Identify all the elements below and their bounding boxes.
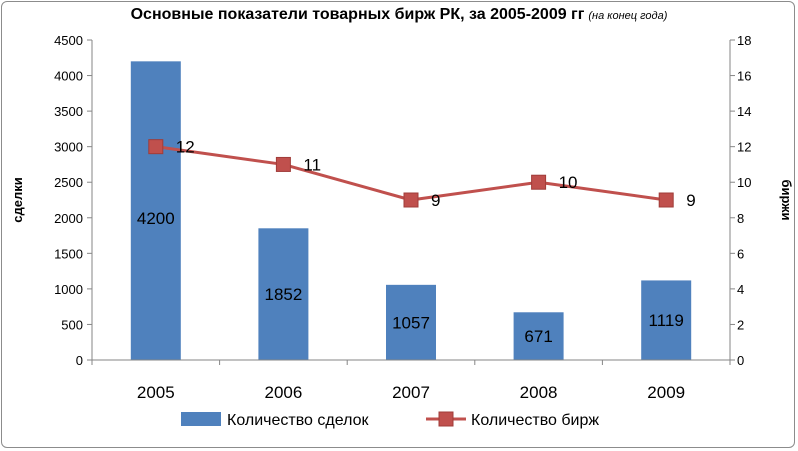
bar-data-label: 1852 [264,285,302,304]
left-tick-label: 1500 [54,246,83,261]
x-tick-label: 2007 [392,383,430,402]
legend-label-bars: Количество сделок [227,412,369,429]
y-right-axis-title: биржи [779,180,794,221]
right-tick-label: 16 [737,69,751,84]
line-marker-2007 [403,192,419,208]
left-tick-label: 4500 [54,33,83,48]
legend-label-line: Количество бирж [471,412,599,429]
line-data-label: 9 [686,191,695,210]
x-tick-label: 2008 [520,383,558,402]
left-tick-label: 4000 [54,69,83,84]
left-tick-label: 1000 [54,282,83,297]
right-tick-label: 4 [737,282,744,297]
bar-data-label: 671 [524,327,552,346]
line-marker-2005 [148,139,164,155]
x-tick-label: 2006 [264,383,302,402]
line-data-label: 11 [303,155,321,174]
left-tick-label: 2000 [54,211,83,226]
line-marker-2006 [275,156,291,172]
left-tick-label: 0 [76,353,83,368]
right-tick-label: 6 [737,246,744,261]
bar-data-label: 1119 [649,311,684,330]
line-data-label: 12 [176,138,195,157]
bar-2008 [513,312,564,360]
bar-2007 [386,284,436,360]
bar-data-label: 4200 [137,209,175,228]
line-data-label: 10 [559,173,578,192]
x-tick-label: 2005 [137,383,175,402]
left-tick-label: 3000 [54,140,83,155]
line-marker-2009 [658,192,674,208]
right-tick-label: 8 [737,211,744,226]
left-tick-label: 2500 [54,175,83,190]
right-tick-label: 10 [737,175,751,190]
line-marker-2008 [531,174,547,190]
right-tick-label: 2 [737,317,744,332]
chart-subtitle: (на конец года) [588,10,668,22]
bar-2006 [258,228,309,360]
y-left-axis-title: сделки [10,177,25,222]
line-data-label: 9 [431,191,440,210]
right-tick-label: 18 [737,33,751,48]
bar-2005 [130,61,181,360]
bar-data-label: 1057 [392,313,430,332]
x-tick-label: 2009 [647,383,685,402]
left-tick-label: 500 [61,317,83,332]
bar-2009 [641,280,692,360]
right-tick-label: 12 [737,140,751,155]
legend-marker-swatch [438,411,454,427]
chart-title-text: Основные показатели товарных бирж РК, за… [130,6,585,23]
line-series-path [155,145,667,202]
left-tick-label: 3500 [54,104,83,119]
chart-title: Основные показатели товарных бирж РК, за… [0,6,798,24]
right-tick-label: 0 [737,353,744,368]
legend-swatch-bars [181,412,221,426]
right-tick-label: 14 [737,104,751,119]
